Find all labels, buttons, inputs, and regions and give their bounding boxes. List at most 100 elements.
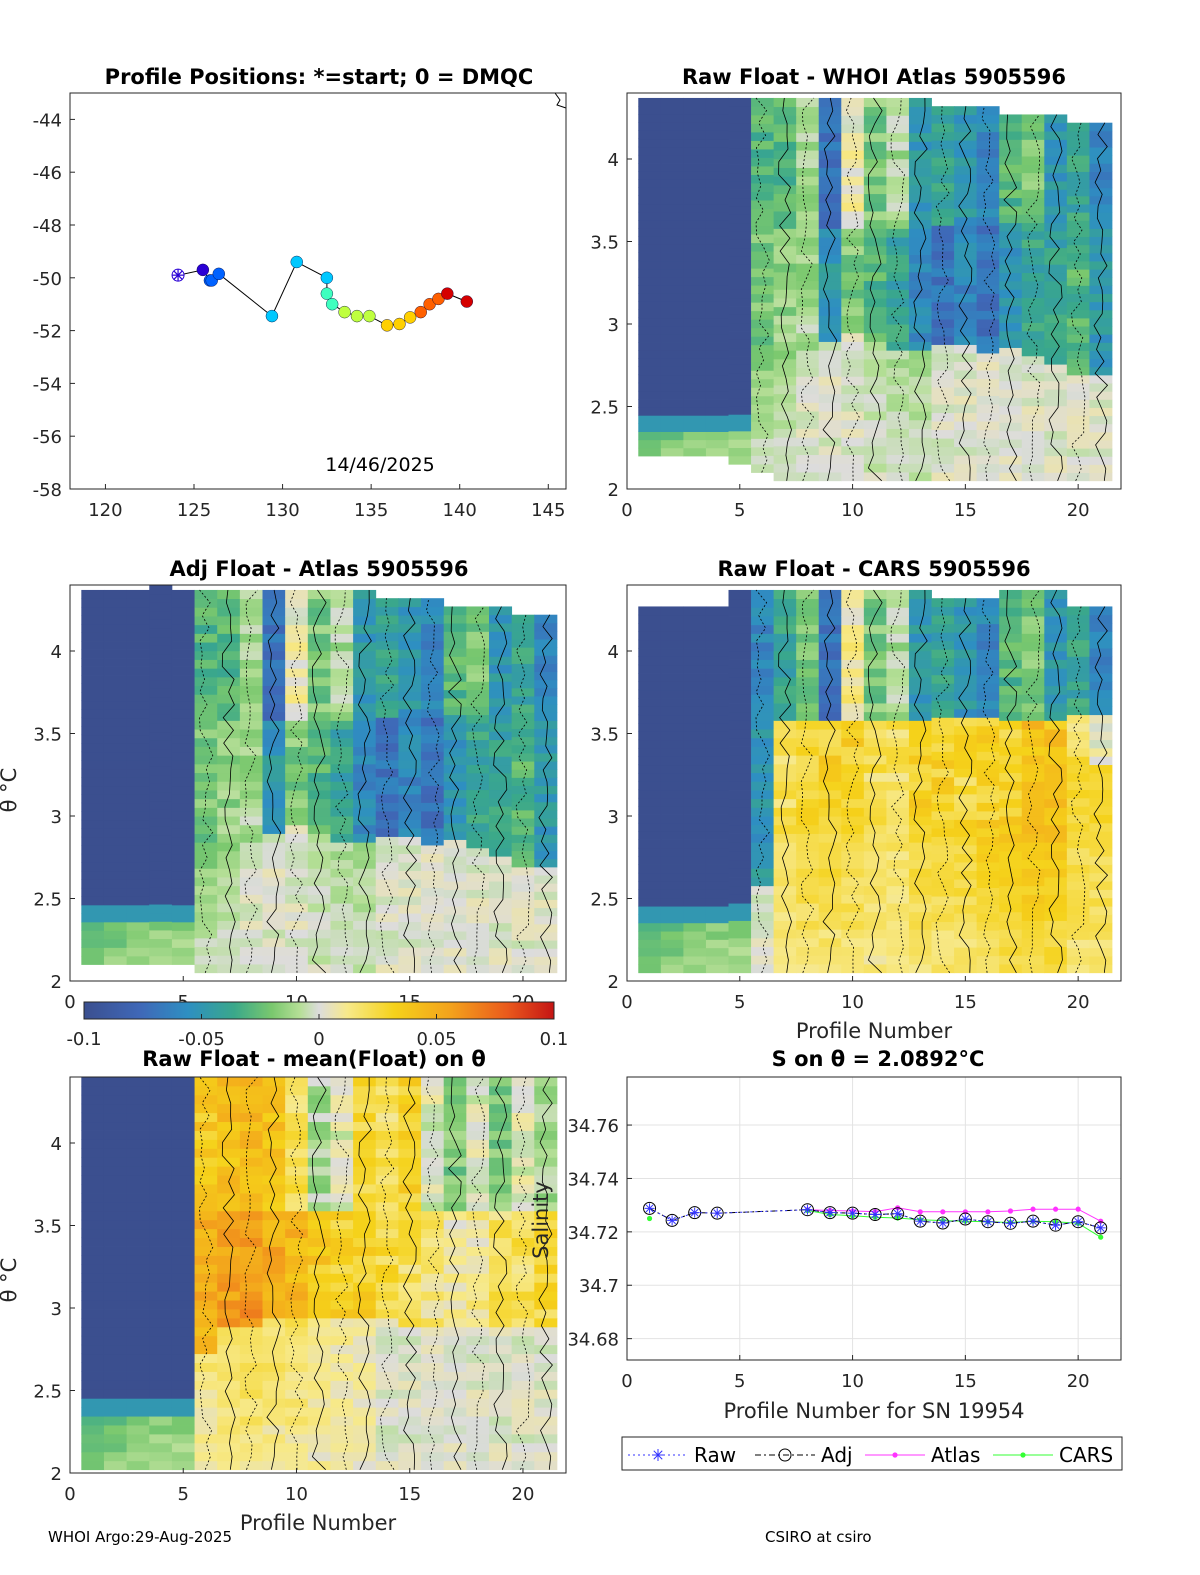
heat-cell xyxy=(149,1130,173,1140)
heat-cell xyxy=(375,691,399,701)
heat-cell xyxy=(886,929,910,939)
heat-cell xyxy=(307,1442,331,1453)
heat-cell xyxy=(841,219,865,229)
heat-cell xyxy=(466,1389,490,1399)
heat-cell xyxy=(1044,946,1068,956)
heat-cell xyxy=(931,123,955,133)
heat-cell xyxy=(863,402,887,412)
heat-cell xyxy=(886,385,910,395)
heat-cell xyxy=(818,298,842,308)
heat-cell xyxy=(466,1380,490,1390)
heat-cell xyxy=(103,717,128,727)
heat-cell xyxy=(1044,868,1068,878)
heat-cell xyxy=(796,711,820,721)
heat-cell xyxy=(217,685,241,695)
heat-cell xyxy=(999,807,1023,817)
heat-cell xyxy=(194,842,218,852)
heat-cell xyxy=(511,1112,535,1123)
heat-cell xyxy=(638,781,662,791)
heat-cell xyxy=(954,879,978,889)
heat-cell xyxy=(375,751,399,761)
heat-cell xyxy=(1066,212,1090,221)
heat-cell xyxy=(638,698,662,707)
heat-cell xyxy=(81,1201,105,1212)
heat-cell xyxy=(886,193,910,203)
heat-cell xyxy=(683,922,707,932)
heat-cell xyxy=(466,864,490,874)
heat-cell xyxy=(217,1416,241,1426)
heat-cell xyxy=(931,606,955,616)
heat-cell xyxy=(931,242,955,252)
heat-cell xyxy=(103,1103,128,1114)
heat-cell xyxy=(443,1219,467,1230)
heat-cell xyxy=(171,709,195,719)
heat-cell xyxy=(330,1380,354,1390)
heat-cell xyxy=(773,306,797,316)
heat-cell xyxy=(999,197,1023,207)
heat-cell xyxy=(705,931,729,940)
heat-cell xyxy=(489,698,513,707)
heat-cell xyxy=(931,845,955,854)
heat-cell xyxy=(1044,156,1068,165)
heat-cell xyxy=(638,797,662,807)
heat-cell xyxy=(841,607,865,617)
heat-cell xyxy=(908,289,932,299)
heat-cell xyxy=(103,1389,128,1399)
heat-cell xyxy=(421,1442,445,1453)
heat-cell xyxy=(511,1255,535,1265)
heat-cell xyxy=(466,673,490,682)
heat-cell xyxy=(728,331,752,340)
heat-cell xyxy=(683,656,707,666)
heat-cell xyxy=(683,639,707,649)
heat-cell xyxy=(353,1353,377,1363)
heat-cell xyxy=(307,1255,331,1265)
heat-cell xyxy=(103,666,128,676)
heat-cell xyxy=(307,711,331,721)
heat-cell xyxy=(773,141,797,151)
heat-cell xyxy=(239,1273,263,1283)
heat-cell xyxy=(908,711,932,721)
heat-cell xyxy=(466,939,490,949)
heat-cell xyxy=(217,703,241,713)
heat-cell xyxy=(398,1353,422,1363)
heat-cell xyxy=(660,415,684,424)
heat-cell xyxy=(194,1077,218,1087)
heat-cell xyxy=(171,615,195,625)
heat-cell xyxy=(841,781,865,791)
heat-cell xyxy=(886,868,910,878)
heat-cell xyxy=(1066,423,1090,433)
heat-cell xyxy=(886,633,910,643)
heat-cell xyxy=(375,1201,399,1212)
heat-cell xyxy=(262,1389,286,1399)
heat-cell xyxy=(1044,964,1068,974)
whoi-title: Raw Float - WHOI Atlas 5905596 xyxy=(682,65,1066,89)
heat-cell xyxy=(908,350,932,360)
heat-cell xyxy=(976,157,1000,167)
heat-cell xyxy=(489,789,513,799)
heat-cell xyxy=(818,219,842,229)
heat-cell xyxy=(660,856,684,865)
heat-cell xyxy=(863,616,887,626)
heat-cell xyxy=(660,639,684,649)
heat-cell xyxy=(931,802,955,812)
heat-cell xyxy=(863,842,887,852)
profile-position xyxy=(338,305,351,319)
heat-cell xyxy=(262,964,286,974)
heat-cell xyxy=(931,276,955,286)
heat-cell xyxy=(217,903,241,913)
heat-cell xyxy=(375,1166,399,1176)
heat-cell xyxy=(818,877,842,887)
heat-cell xyxy=(841,772,865,782)
series-point-raw xyxy=(826,1208,834,1217)
heat-cell xyxy=(330,1103,354,1114)
heat-cell xyxy=(353,1362,377,1372)
heat-cell xyxy=(1021,711,1045,721)
heat-cell xyxy=(443,1121,467,1131)
heat-cell xyxy=(489,806,513,815)
heat-cell xyxy=(683,831,707,840)
heat-cell xyxy=(1021,955,1045,965)
heat-cell xyxy=(863,650,887,660)
heat-cell xyxy=(818,385,842,395)
heat-cell xyxy=(796,737,820,747)
heat-cell xyxy=(81,649,105,659)
